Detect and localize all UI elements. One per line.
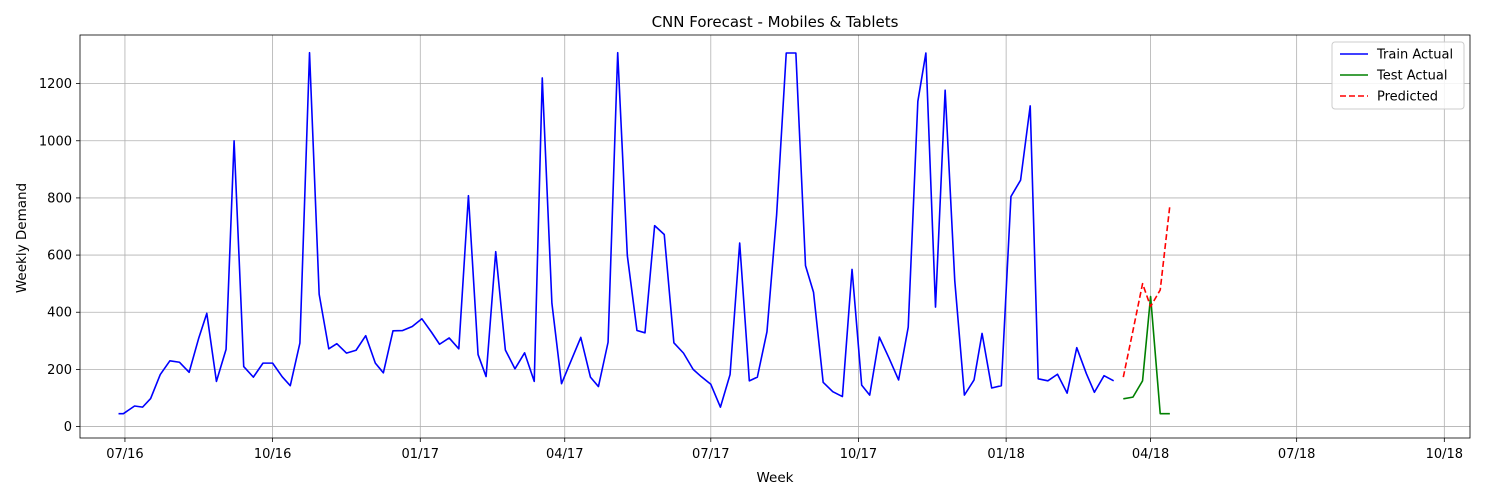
x-tick-label: 07/17 — [692, 447, 729, 462]
legend: Train Actual Test Actual Predicted — [1331, 41, 1465, 110]
x-axis-ticks: 07/16 10/16 01/17 04/17 07/17 10/17 01/18 04/18… — [106, 438, 1463, 462]
x-tick-label: 07/18 — [1278, 447, 1315, 462]
train-actual-line — [118, 51, 1115, 415]
y-tick-label: 200 — [47, 363, 72, 378]
x-tick-label: 01/18 — [987, 447, 1024, 462]
test-actual-line — [1123, 295, 1170, 415]
y-axis-title: Weekly Demand — [14, 183, 30, 293]
y-axis-ticks: 0 200 400 600 800 1000 1200 — [39, 77, 80, 435]
legend-label-predicted: Predicted — [1377, 90, 1438, 105]
y-tick-label: 1200 — [39, 77, 72, 92]
legend-box — [1331, 41, 1465, 110]
chart-title: CNN Forecast - Mobiles & Tablets — [652, 13, 899, 31]
x-tick-label: 10/16 — [254, 447, 291, 462]
x-tick-label: 07/16 — [106, 447, 143, 462]
x-tick-label: 04/18 — [1132, 447, 1169, 462]
x-tick-label: 10/18 — [1426, 447, 1463, 462]
series-lines — [118, 51, 1171, 415]
x-axis-title: Week — [757, 470, 794, 486]
y-tick-label: 400 — [47, 306, 72, 321]
y-tick-label: 0 — [64, 420, 72, 435]
x-tick-label: 04/17 — [546, 447, 583, 462]
legend-label-test-actual: Test Actual — [1376, 69, 1447, 84]
x-tick-label: 01/17 — [402, 447, 439, 462]
legend-label-train-actual: Train Actual — [1376, 48, 1453, 63]
y-tick-label: 1000 — [39, 134, 72, 149]
predicted-line — [1122, 205, 1171, 378]
plot-frame — [79, 34, 1471, 439]
x-tick-label: 10/17 — [840, 447, 877, 462]
y-tick-label: 600 — [47, 249, 72, 264]
grid-lines — [80, 35, 1470, 438]
y-tick-label: 800 — [47, 191, 72, 206]
